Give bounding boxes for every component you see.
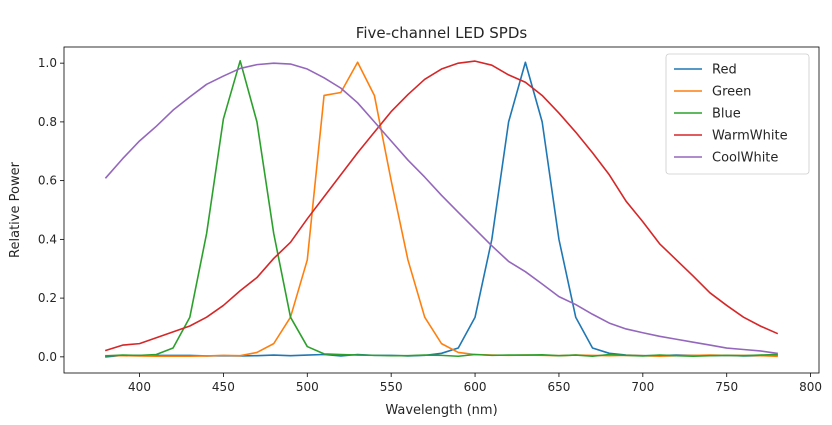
legend: Red Green Blue WarmWhite CoolWhite	[665, 53, 810, 175]
x-tick-label: 450	[212, 380, 235, 394]
legend-label-blue: Blue	[712, 107, 741, 122]
y-tick-label: 0.6	[38, 174, 57, 188]
legend-label-green: Green	[712, 85, 751, 100]
y-axis: 0.0 0.2 0.4 0.6 0.8 1.0	[38, 56, 64, 364]
y-tick-label: 0.4	[38, 232, 57, 246]
x-tick-label: 800	[799, 380, 822, 394]
y-tick-label: 0.8	[38, 115, 57, 129]
x-tick-label: 400	[128, 380, 151, 394]
series-line-blue	[105, 59, 778, 358]
y-tick-label: 0.2	[38, 291, 57, 305]
series-layer	[104, 59, 779, 358]
plot-frame	[63, 46, 820, 374]
y-axis-title: Relative Power	[8, 161, 23, 258]
series-line-coolwhite	[104, 62, 778, 355]
legend-label-coolwhite: CoolWhite	[712, 151, 778, 166]
x-tick-label: 650	[547, 380, 570, 394]
x-tick-label: 600	[464, 380, 487, 394]
x-tick-label: 550	[380, 380, 403, 394]
x-axis: 400 450 500 550 600 650 700 750 800	[128, 373, 822, 394]
y-tick-label: 1.0	[38, 56, 57, 70]
x-tick-label: 750	[715, 380, 738, 394]
legend-label-warmwhite: WarmWhite	[712, 129, 788, 144]
x-tick-label: 700	[631, 380, 654, 394]
y-tick-label: 0.0	[38, 350, 57, 364]
legend-box	[665, 53, 810, 175]
legend-label-red: Red	[712, 63, 737, 78]
chart-title: Five-channel LED SPDs	[356, 24, 528, 42]
series-line-warmwhite	[104, 60, 779, 352]
x-tick-label: 500	[296, 380, 319, 394]
x-axis-title: Wavelength (nm)	[385, 403, 497, 418]
